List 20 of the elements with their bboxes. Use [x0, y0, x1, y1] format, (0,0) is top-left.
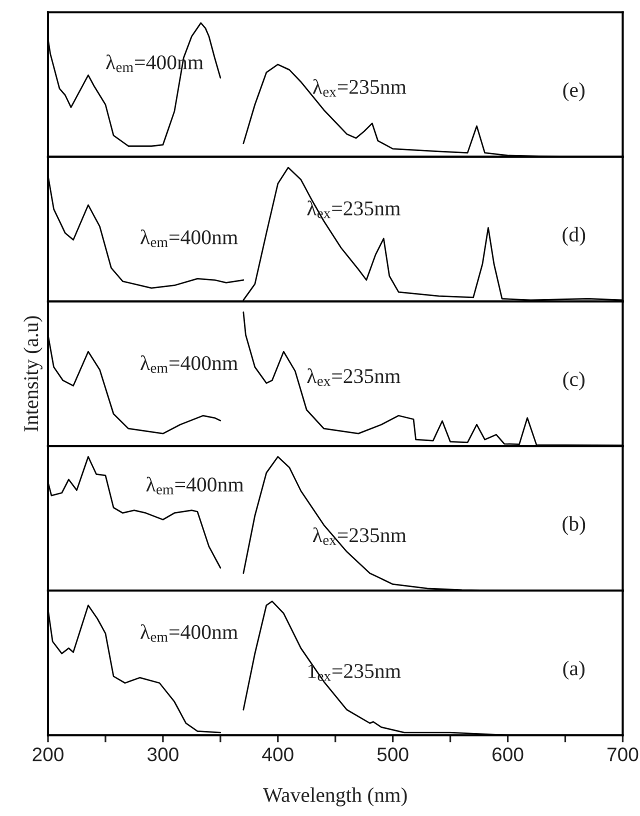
- annotation: λ$_{ex}$=235nm: [312, 79, 406, 97]
- y-axis-title: Intensity (a.u): [23, 316, 42, 432]
- annotation: λ$_{em}$=400nm: [140, 229, 238, 248]
- x-tick-label: 300: [147, 748, 178, 762]
- x-tick-label: 600: [492, 748, 524, 762]
- x-axis-title: Wavelength (nm): [263, 787, 407, 806]
- annotation: (e): [563, 82, 585, 102]
- x-tick-label: 500: [377, 748, 408, 762]
- x-tick-label: 200: [32, 748, 64, 762]
- annotation: (d): [562, 226, 586, 246]
- annotation: λ$_{em}$=400nm: [146, 476, 244, 494]
- x-tick-label: 400: [262, 748, 294, 762]
- annotation: (a): [563, 660, 585, 680]
- annotation: λ$_{em}$=400nm: [140, 624, 238, 642]
- x-tick-label: 700: [607, 748, 638, 762]
- annotation: λ$_{em}$=400nm: [140, 355, 238, 373]
- annotation: λ$_{ex}$=235nm: [307, 368, 400, 386]
- annotation: λ$_{ex}$=235nm: [312, 527, 406, 546]
- annotation: (c): [563, 372, 585, 390]
- annotation: (b): [562, 516, 586, 535]
